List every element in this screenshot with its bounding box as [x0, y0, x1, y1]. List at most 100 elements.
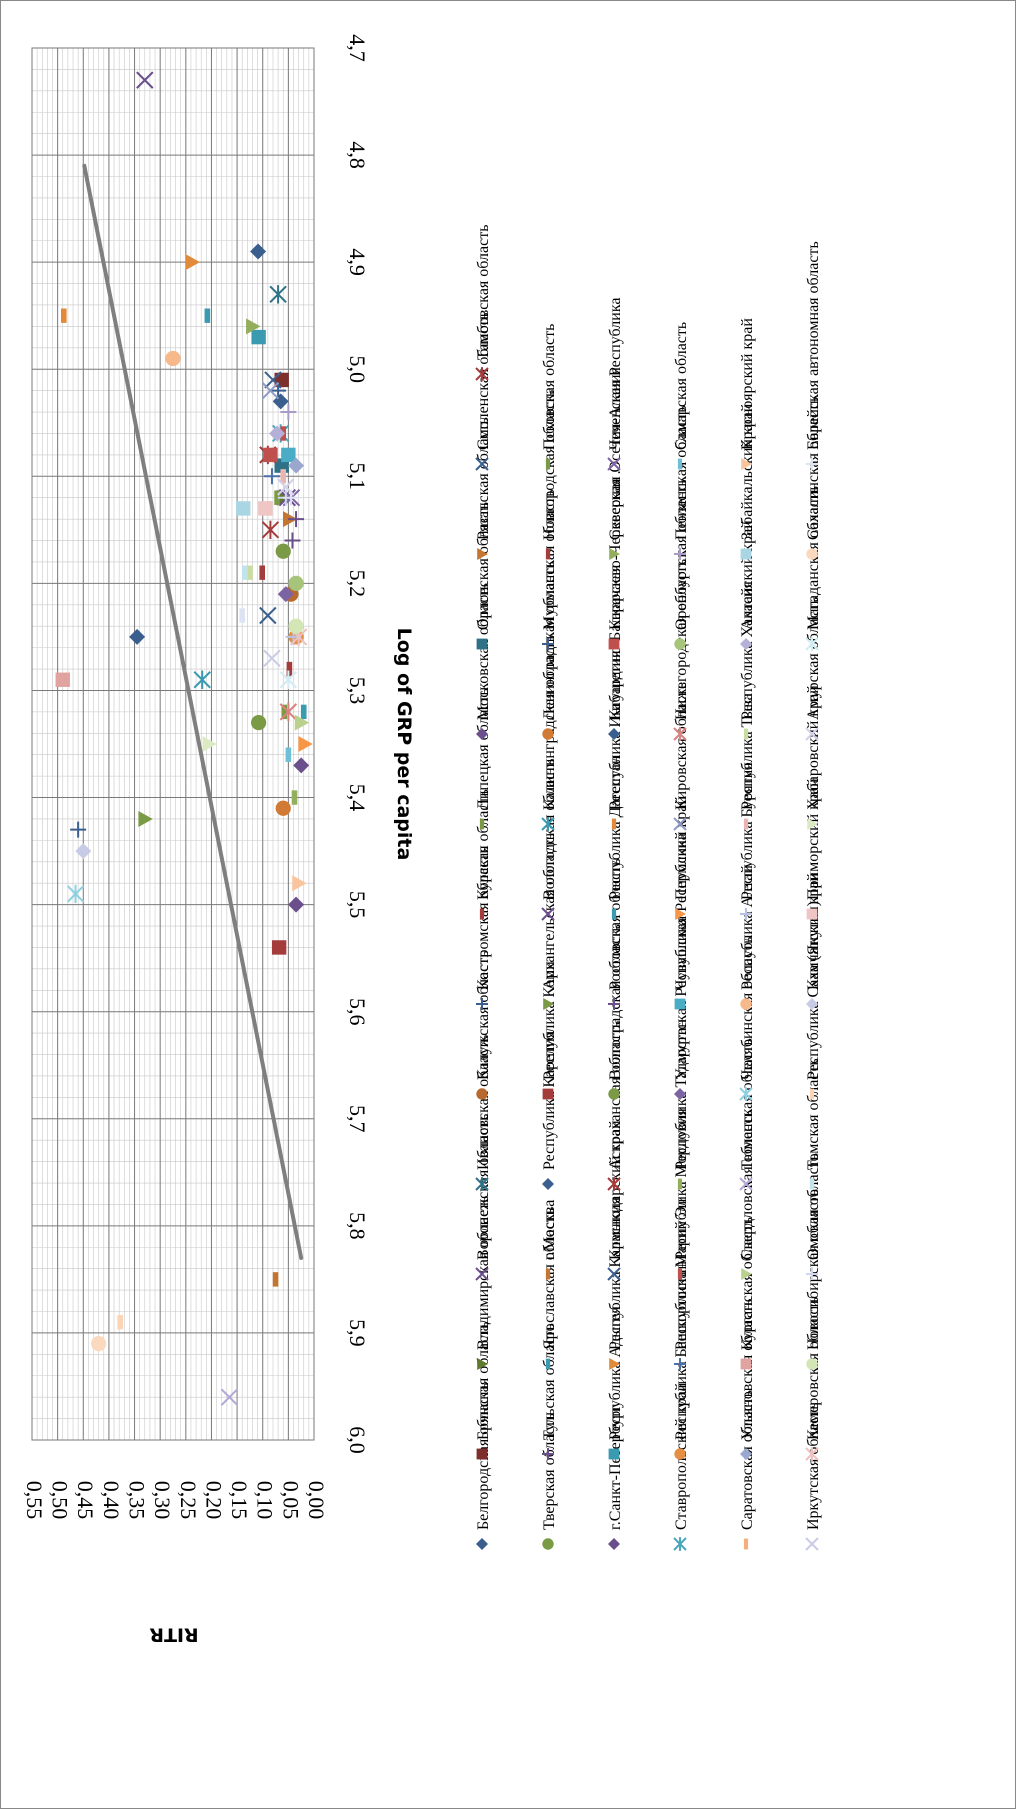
legend-marker — [739, 1087, 753, 1101]
data-point — [60, 308, 67, 323]
legend-label: Пермский край — [673, 796, 690, 900]
legend-marker — [475, 1177, 489, 1191]
data-point — [291, 790, 298, 805]
legend-marker — [806, 1268, 818, 1280]
data-point — [91, 1336, 107, 1352]
data-point — [281, 447, 296, 463]
legend-marker — [806, 548, 818, 560]
data-point — [129, 628, 146, 645]
data-point — [286, 661, 293, 677]
legend-marker — [607, 1267, 621, 1281]
legend-label: Сахалинская область — [805, 397, 822, 540]
legend-marker — [673, 817, 687, 831]
data-point — [259, 606, 277, 625]
legend-label: Липецкая область — [475, 688, 492, 810]
legend-marker — [806, 908, 818, 920]
legend-label: Республика Бурятия — [739, 762, 756, 900]
legend-marker — [740, 548, 752, 560]
legend-marker — [542, 1538, 554, 1550]
x-tick-label: 5,0 — [345, 355, 370, 383]
data-point — [251, 714, 267, 731]
legend-marker — [740, 1358, 752, 1370]
data-point — [258, 501, 273, 516]
legend-label: Республика Тыва — [739, 693, 756, 810]
legend-label: Хабаровский край — [805, 685, 822, 810]
data-point — [202, 736, 217, 752]
data-point — [281, 704, 288, 720]
legend-label: Красноярский край — [739, 318, 756, 450]
legend-marker — [608, 728, 620, 740]
data-point — [294, 714, 310, 731]
legend-marker — [475, 457, 489, 471]
data-point — [298, 736, 313, 752]
legend-marker — [475, 367, 489, 381]
legend-label: Краснодарский край — [607, 1120, 624, 1260]
legend-label: Томская область — [805, 1058, 822, 1170]
legend-marker — [809, 1178, 815, 1190]
legend-marker — [545, 458, 551, 470]
data-point — [247, 565, 253, 580]
y-tick-label: 0,00 — [304, 1481, 329, 1520]
legend-label: Республика Карелия — [541, 1030, 558, 1170]
data-point — [241, 565, 248, 580]
data-point — [288, 457, 305, 474]
legend-label: Пензенская область — [673, 405, 690, 540]
legend-label: Северная Осетия-Алания — [607, 366, 624, 540]
data-point — [300, 704, 307, 720]
y-tick-label: 0,45 — [73, 1481, 98, 1520]
legend-label: Амурская область — [805, 597, 822, 720]
data-point — [136, 71, 154, 89]
legend-marker — [611, 818, 617, 830]
data-point — [220, 1388, 239, 1406]
data-point — [55, 672, 70, 687]
legend-label: Ленинградская область — [541, 561, 558, 720]
data-point — [285, 747, 292, 762]
legend-marker — [545, 1268, 551, 1280]
legend-label: Курская область — [475, 789, 492, 900]
legend-marker — [809, 1088, 815, 1100]
legend-marker — [479, 908, 485, 920]
data-point — [263, 468, 280, 485]
legend-marker — [476, 638, 488, 650]
legend-label: Тверская область — [541, 1413, 558, 1530]
data-point — [282, 489, 299, 506]
y-axis-title: RITR — [149, 1624, 199, 1646]
axis-ticks: 4,7 4,8 4,9 5,0 5,1 5,2 5,3 5,4 5,5 5,6 5,7 5,8 5,9 6… — [22, 34, 370, 1519]
legend-marker — [677, 1178, 683, 1190]
legend-marker — [806, 458, 818, 470]
data-point — [165, 350, 181, 367]
legend-label: Ивановская область — [475, 1035, 492, 1170]
legend-marker — [741, 1268, 752, 1280]
plot-area — [31, 47, 315, 1441]
legend-marker — [608, 1448, 620, 1460]
data-point — [193, 670, 211, 689]
legend-label: Камчатский край — [805, 873, 822, 990]
y-tick-label: 0,55 — [22, 1481, 47, 1520]
legend-marker — [674, 548, 686, 560]
y-tick-label: 0,40 — [99, 1481, 124, 1520]
trendline — [82, 163, 304, 1260]
legend-marker — [609, 548, 620, 560]
legend-marker — [477, 548, 488, 560]
data-point — [288, 618, 304, 634]
y-tick-label: 0,15 — [227, 1481, 252, 1520]
legend-label: Брянская область — [475, 1322, 492, 1440]
legend-marker — [805, 1447, 819, 1461]
legend-marker — [740, 1448, 752, 1460]
data-point — [263, 447, 278, 463]
legend-marker — [542, 1088, 554, 1100]
data-point — [288, 511, 305, 528]
data-point — [275, 800, 291, 816]
x-tick-label: 5,2 — [345, 570, 370, 598]
legend-marker — [608, 1538, 620, 1550]
x-tick-label: 6,0 — [345, 1426, 370, 1454]
legend-label: Волгоградская область — [607, 924, 624, 1080]
y-tick-label: 0,05 — [278, 1481, 303, 1520]
x-tick-label: 4,7 — [345, 34, 370, 62]
legend-marker — [674, 638, 686, 650]
data-point — [280, 404, 297, 421]
legend-marker — [805, 1537, 819, 1551]
legend-label: Курганская область — [739, 1217, 756, 1350]
legend-label: Мурманская область — [541, 489, 558, 630]
